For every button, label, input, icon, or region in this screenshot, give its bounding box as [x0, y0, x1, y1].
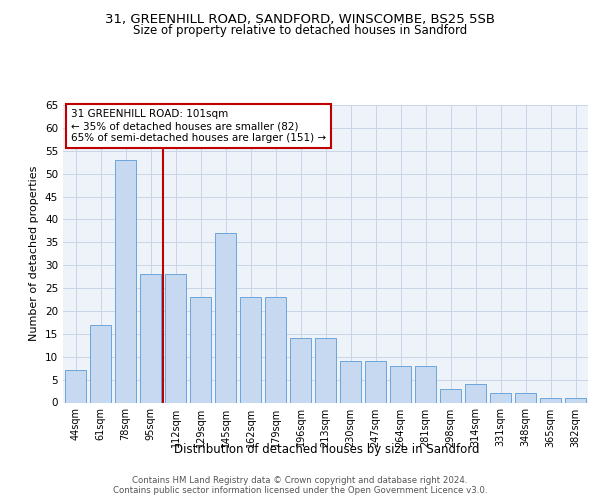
- Bar: [215, 233, 236, 402]
- Text: Distribution of detached houses by size in Sandford: Distribution of detached houses by size …: [174, 442, 480, 456]
- Bar: [390, 366, 411, 403]
- Bar: [90, 324, 111, 402]
- Bar: [340, 362, 361, 403]
- Bar: [65, 370, 86, 402]
- Bar: [265, 297, 286, 403]
- Bar: [540, 398, 561, 402]
- Bar: [165, 274, 186, 402]
- Bar: [565, 398, 586, 402]
- Bar: [315, 338, 336, 402]
- Text: Contains HM Land Registry data © Crown copyright and database right 2024.
Contai: Contains HM Land Registry data © Crown c…: [113, 476, 487, 495]
- Bar: [290, 338, 311, 402]
- Bar: [140, 274, 161, 402]
- Y-axis label: Number of detached properties: Number of detached properties: [29, 166, 40, 342]
- Bar: [465, 384, 486, 402]
- Bar: [515, 394, 536, 402]
- Bar: [490, 394, 511, 402]
- Bar: [415, 366, 436, 403]
- Bar: [240, 297, 261, 403]
- Bar: [440, 389, 461, 402]
- Text: 31, GREENHILL ROAD, SANDFORD, WINSCOMBE, BS25 5SB: 31, GREENHILL ROAD, SANDFORD, WINSCOMBE,…: [105, 12, 495, 26]
- Bar: [190, 297, 211, 403]
- Bar: [115, 160, 136, 402]
- Text: Size of property relative to detached houses in Sandford: Size of property relative to detached ho…: [133, 24, 467, 37]
- Bar: [365, 362, 386, 403]
- Text: 31 GREENHILL ROAD: 101sqm
← 35% of detached houses are smaller (82)
65% of semi-: 31 GREENHILL ROAD: 101sqm ← 35% of detac…: [71, 110, 326, 142]
